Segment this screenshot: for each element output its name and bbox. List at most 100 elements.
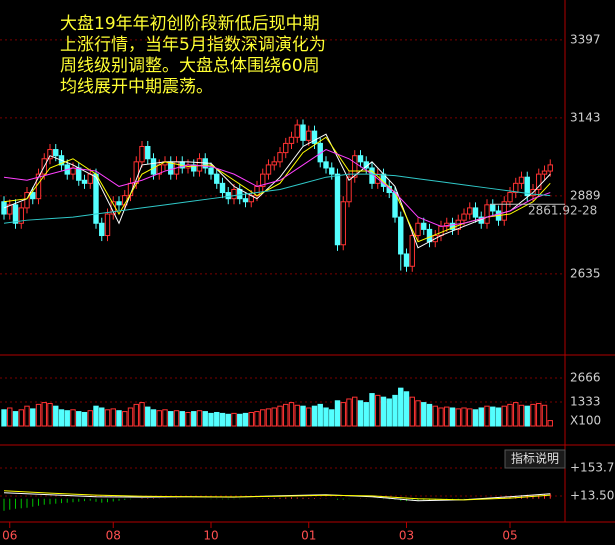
volume-bar <box>127 407 134 427</box>
volume-bar <box>225 413 231 427</box>
candle-body <box>1 201 7 215</box>
candle-body <box>426 228 433 243</box>
candle-body <box>490 204 496 212</box>
candle-body <box>93 173 99 224</box>
volume-bar <box>294 404 300 427</box>
volume-bar <box>426 403 433 427</box>
volume-bar <box>329 409 335 427</box>
y-tick-label: 3143 <box>570 110 601 124</box>
y-tick-label: 2666 <box>570 370 601 384</box>
y-tick-label: +153.7 <box>570 460 614 474</box>
candle-body <box>323 161 329 169</box>
candle-body <box>288 136 295 144</box>
candle-body <box>242 198 249 203</box>
candle-body <box>99 222 105 237</box>
volume-bar <box>24 405 30 427</box>
candle-body <box>271 161 277 166</box>
volume-bar <box>208 412 214 427</box>
volume-bar <box>352 396 358 427</box>
volume-bar <box>47 402 53 427</box>
candle-body <box>18 207 24 224</box>
ma-line <box>3 133 551 249</box>
x-tick-label: 08 <box>106 529 121 543</box>
candle-body <box>196 158 203 172</box>
candle-body <box>104 213 111 237</box>
volume-bar <box>524 405 530 427</box>
volume-bar <box>18 409 24 427</box>
y-tick-label: 2889 <box>570 188 601 202</box>
volume-bar <box>415 400 421 427</box>
annotation: 大盘19年年初创阶段新低后现中期上涨行情，当年5月指数深调演化为周线级别调整。大… <box>60 14 326 97</box>
volume-bar <box>277 405 283 427</box>
indicator-button[interactable] <box>504 449 566 469</box>
volume-bar <box>1 409 7 427</box>
volume-bar <box>421 402 427 427</box>
volume-bar <box>369 393 375 427</box>
volume-bar <box>162 409 168 427</box>
volume-bar <box>191 411 197 427</box>
candle-body <box>346 176 352 203</box>
candle-body <box>139 145 145 163</box>
volume-bar <box>380 396 387 427</box>
y-tick-label: 3397 <box>570 32 601 46</box>
candle-body <box>518 176 525 184</box>
candle-body <box>81 179 88 184</box>
volume-bar <box>334 400 341 427</box>
volume-bar <box>53 405 59 427</box>
candle-body <box>541 170 548 175</box>
annotation-line: 周线级别调整。大盘总体围绕60周 <box>60 56 320 76</box>
candle-body <box>317 142 323 163</box>
volume-bar <box>507 403 513 427</box>
candle-body <box>421 222 427 230</box>
volume-bar <box>265 408 272 427</box>
candle-body <box>231 188 237 200</box>
volume-bar <box>495 407 502 427</box>
volume-bar <box>363 402 369 427</box>
candle-body <box>260 173 266 187</box>
volume-bar <box>472 409 479 427</box>
volume-bar <box>58 409 65 427</box>
candle-body <box>467 207 473 215</box>
volume-bar <box>490 406 496 427</box>
volume-bar <box>179 411 185 427</box>
candle-body <box>357 155 364 163</box>
candle-body <box>507 192 513 203</box>
candle-body <box>30 192 36 200</box>
candle-body <box>449 222 456 230</box>
volume-bar <box>392 394 398 427</box>
volume-bar <box>202 411 208 427</box>
volume-bar <box>283 403 289 427</box>
price-label: 2861.92-28 <box>528 204 597 218</box>
volume-bar <box>248 411 254 427</box>
candle-body <box>329 167 335 175</box>
volume-bar <box>254 411 260 427</box>
candle-body <box>547 164 553 172</box>
volume-bar <box>41 402 47 427</box>
volume-bar <box>133 403 139 427</box>
volume-bar <box>375 394 381 427</box>
volume-bar <box>467 408 473 427</box>
candle-body <box>300 124 306 141</box>
volume-bar <box>409 396 415 427</box>
candle-body <box>415 222 421 237</box>
volume-bar <box>81 411 88 427</box>
candle-body <box>484 204 490 224</box>
volume-bar <box>271 407 277 427</box>
x-tick-label: 05 <box>502 529 517 543</box>
volume-bar <box>403 391 410 427</box>
volume-bar <box>110 408 116 427</box>
candle-body <box>214 173 220 184</box>
volume-bar <box>150 409 157 427</box>
y-tick-label: 2635 <box>570 266 601 280</box>
volume-bar <box>340 402 346 427</box>
volume-bar <box>231 412 237 427</box>
volume-bar <box>501 405 507 427</box>
candle-body <box>340 201 346 246</box>
volume-bar <box>156 410 162 427</box>
volume-bar <box>139 402 145 427</box>
candle-body <box>277 152 283 163</box>
volume-bar <box>242 412 249 427</box>
volume-bar <box>145 406 151 427</box>
volume-bar <box>300 405 306 427</box>
y-tick-label: +13.50 <box>570 489 614 503</box>
